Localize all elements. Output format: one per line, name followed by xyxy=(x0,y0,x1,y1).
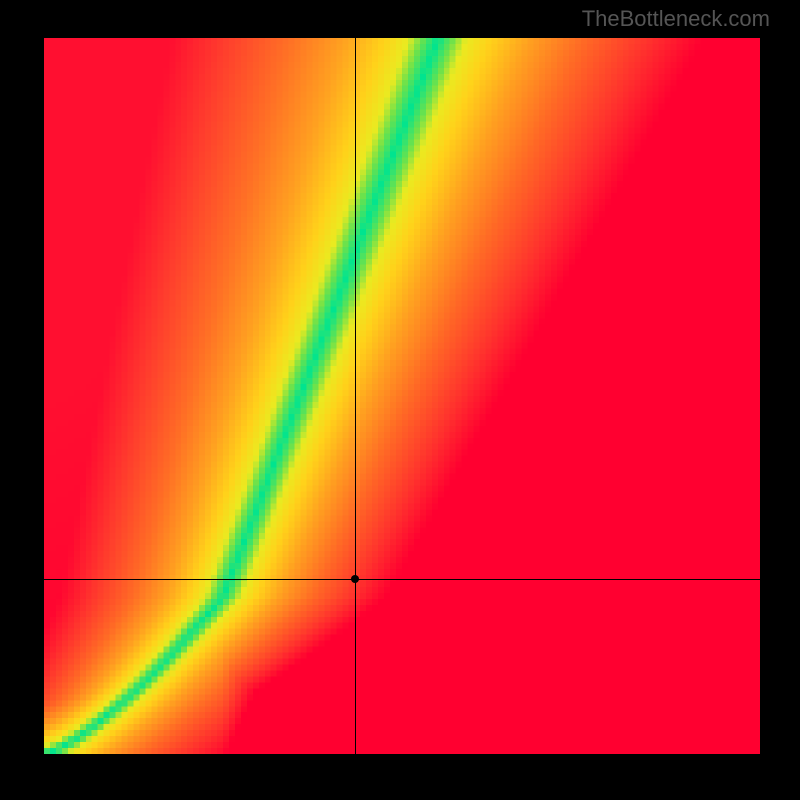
heatmap-canvas xyxy=(44,38,760,754)
crosshair-vertical xyxy=(355,38,356,754)
heatmap-plot xyxy=(44,38,760,754)
crosshair-horizontal xyxy=(44,579,760,580)
watermark: TheBottleneck.com xyxy=(582,6,770,32)
marker-dot xyxy=(351,575,359,583)
